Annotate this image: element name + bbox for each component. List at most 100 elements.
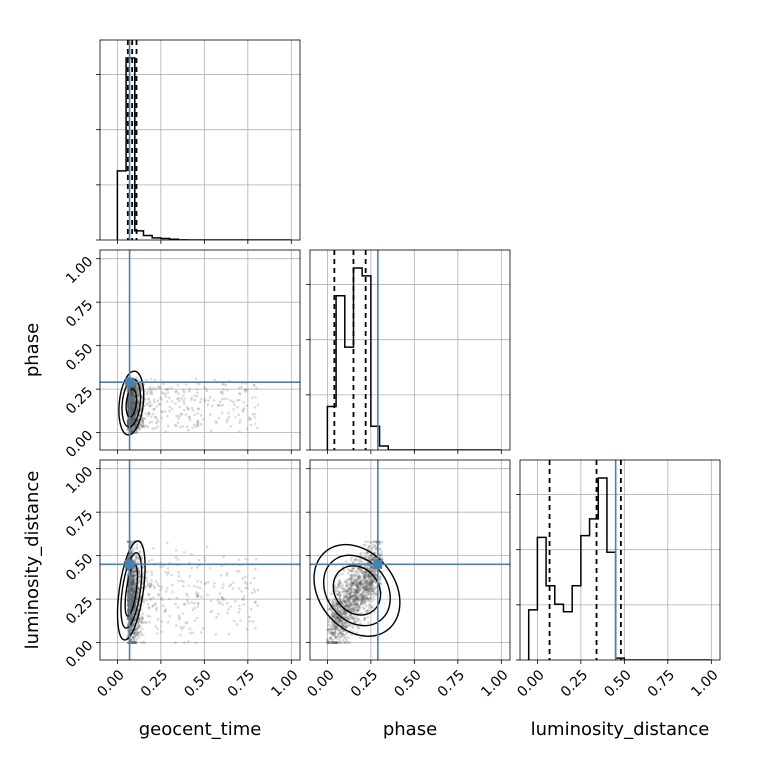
sample-point — [129, 408, 133, 411]
sample-point — [337, 584, 341, 587]
sample-point — [130, 618, 133, 621]
sample-point — [130, 420, 133, 423]
sample-point — [345, 560, 348, 563]
sample-point — [339, 612, 343, 616]
sample-point — [137, 393, 141, 396]
sample-point — [360, 592, 363, 596]
y-tick-label-phase: 0.00 — [63, 428, 96, 461]
sample-point — [349, 574, 352, 577]
sample-point — [349, 601, 352, 605]
sample-point — [133, 413, 137, 417]
sample-point — [130, 417, 134, 421]
sample-point — [370, 581, 374, 584]
sample-point — [152, 408, 155, 411]
sample-point — [380, 553, 384, 557]
sample-point — [142, 417, 146, 421]
sample-point — [132, 579, 136, 583]
sample-point — [135, 420, 139, 424]
sample-point — [138, 617, 141, 621]
sample-point — [244, 387, 247, 391]
sample-point — [351, 597, 354, 601]
sample-point — [132, 609, 135, 612]
sample-point — [350, 591, 353, 594]
sample-point — [359, 584, 362, 587]
sample-point — [164, 430, 168, 433]
sample-point — [354, 573, 358, 577]
sample-point — [126, 609, 130, 612]
sample-point — [334, 641, 338, 644]
sample-point — [334, 627, 338, 630]
sample-point — [194, 641, 198, 644]
sample-point — [350, 575, 354, 579]
sample-point — [349, 588, 353, 591]
sample-point — [363, 580, 366, 584]
sample-point — [245, 404, 248, 407]
sample-point — [362, 594, 366, 597]
x-tick-label-geocent_time: 0.25 — [138, 667, 171, 700]
sample-point — [371, 584, 375, 588]
sample-point — [133, 585, 137, 589]
sample-point — [327, 631, 331, 635]
sample-point — [207, 399, 210, 402]
sample-point — [132, 632, 136, 635]
sample-point — [133, 569, 136, 573]
sample-point — [179, 634, 182, 637]
sample-point — [329, 635, 332, 639]
sample-point — [191, 426, 194, 430]
sample-point — [132, 399, 136, 402]
sample-point — [131, 403, 135, 407]
histogram-geocent_time — [116, 57, 292, 240]
sample-point — [367, 574, 370, 578]
sample-point — [132, 641, 135, 644]
sample-point — [132, 417, 136, 420]
sample-point — [132, 581, 136, 584]
sample-point — [330, 623, 333, 626]
sample-point — [137, 632, 140, 636]
sample-point — [344, 594, 348, 598]
sample-point — [347, 617, 350, 620]
sample-point — [254, 422, 257, 426]
sample-point — [368, 575, 372, 579]
sample-point — [166, 587, 169, 590]
sample-point — [136, 403, 140, 406]
sample-point — [132, 406, 136, 409]
x-tick-label-luminosity_distance: 0.75 — [645, 667, 678, 700]
sample-point — [130, 589, 134, 593]
sample-point — [338, 628, 341, 632]
sample-point — [343, 612, 347, 615]
sample-point — [340, 600, 344, 604]
sample-point — [164, 590, 168, 593]
sample-point — [352, 594, 355, 598]
sample-point — [336, 593, 339, 597]
sample-point — [134, 415, 137, 419]
sample-point — [159, 565, 162, 568]
sample-point — [356, 597, 360, 601]
sample-point — [140, 556, 144, 559]
sample-point — [139, 641, 143, 644]
sample-point — [329, 636, 332, 640]
sample-point — [177, 570, 180, 574]
sample-point — [135, 390, 139, 394]
sample-point — [141, 617, 144, 621]
sample-point — [133, 400, 137, 403]
sample-point — [365, 582, 369, 585]
sample-point — [132, 585, 136, 589]
sample-point — [362, 577, 366, 580]
sample-point — [363, 575, 366, 578]
sample-point — [362, 575, 366, 579]
sample-point — [173, 641, 177, 644]
sample-point — [132, 575, 136, 579]
sample-point — [137, 591, 140, 595]
sample-point — [353, 609, 356, 613]
sample-point — [160, 630, 163, 633]
sample-point — [330, 631, 334, 635]
sample-point — [369, 579, 372, 583]
sample-point — [340, 622, 344, 626]
sample-point — [365, 581, 368, 584]
sample-point — [130, 393, 133, 397]
sample-point — [370, 587, 374, 591]
sample-point — [359, 582, 363, 585]
sample-point — [221, 598, 225, 601]
sample-point — [132, 406, 136, 410]
sample-point — [371, 589, 375, 593]
